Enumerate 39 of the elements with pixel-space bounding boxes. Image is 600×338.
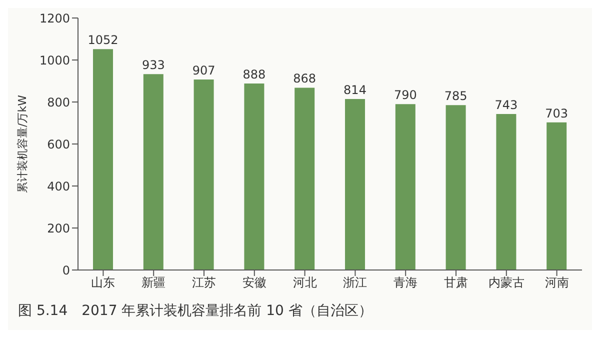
data-label: 888 [242, 68, 266, 82]
data-label: 785 [444, 89, 468, 104]
y-tick-label: 800 [47, 95, 70, 110]
bar [93, 49, 113, 270]
bar [345, 99, 365, 270]
y-tick-label: 1200 [39, 11, 70, 26]
data-label: 933 [142, 58, 165, 72]
x-tick-label: 江苏 [192, 276, 216, 290]
y-tick-label: 1000 [39, 53, 70, 68]
x-tick-label: 河北 [292, 276, 317, 290]
y-axis-title: 累计装机容量/万kW [16, 94, 29, 193]
bar [395, 104, 416, 270]
data-label: 703 [545, 106, 568, 120]
x-tick-label: 河南 [544, 276, 569, 290]
bar [143, 74, 164, 270]
bar [546, 122, 567, 270]
data-label: 868 [293, 72, 316, 86]
data-label: 1052 [88, 33, 118, 48]
bar [496, 114, 516, 270]
text: 图 5.14 2017 年累计装机容量排名前 10 省（自治区） [17, 302, 374, 320]
data-label: 907 [192, 64, 216, 78]
y-tick-label: 0 [62, 263, 70, 278]
data-label: 743 [494, 98, 518, 112]
bar [194, 80, 214, 270]
x-tick-label: 山东 [91, 276, 116, 290]
bar [294, 88, 315, 270]
x-tick-label: 安徽 [242, 276, 266, 290]
x-tick-label: 浙江 [343, 276, 368, 290]
x-tick-label: 甘肃 [444, 276, 468, 290]
y-tick-label: 200 [47, 221, 70, 236]
x-tick-label: 青海 [394, 276, 418, 290]
y-tick-label: 600 [47, 137, 70, 152]
bar [446, 105, 466, 270]
x-tick-label: 内蒙古 [488, 276, 524, 290]
x-tick-label: 新疆 [142, 276, 166, 290]
y-tick-label: 400 [47, 179, 70, 194]
data-label: 790 [394, 88, 417, 102]
bar [244, 84, 264, 270]
data-label: 814 [344, 83, 366, 98]
